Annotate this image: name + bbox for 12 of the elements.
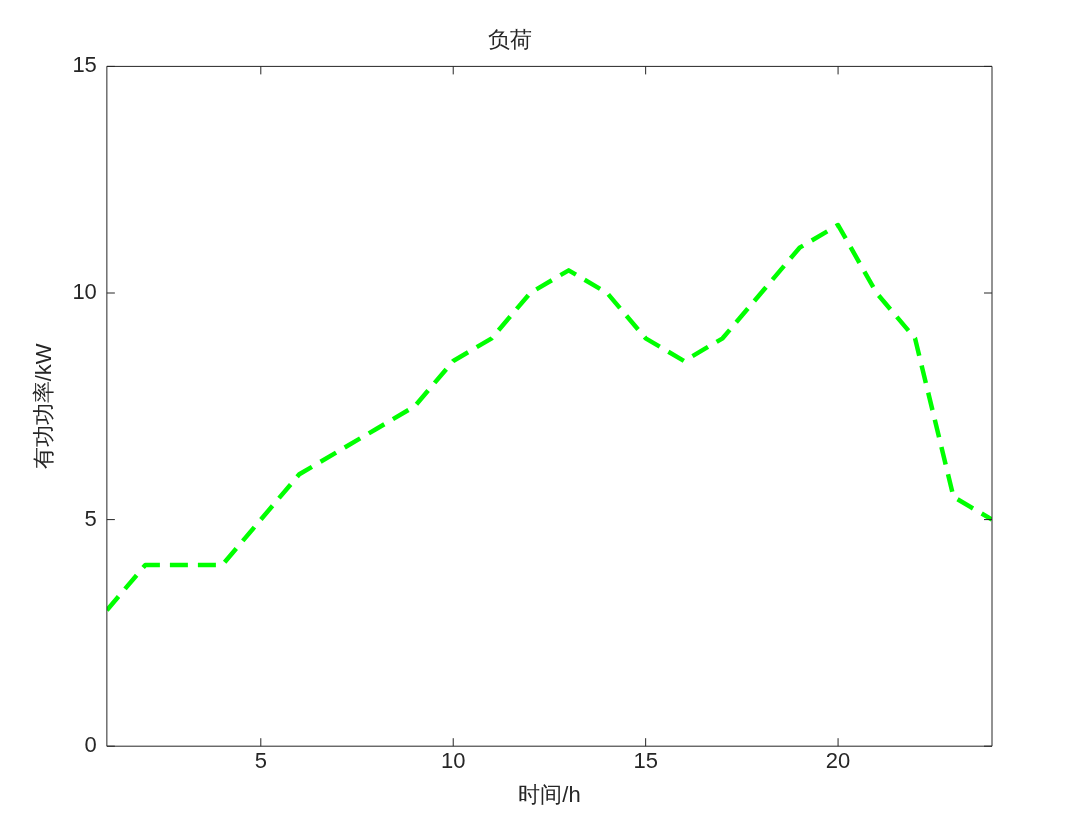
- x-axis-title: 时间/h: [518, 781, 581, 807]
- line-series: [106, 222, 992, 613]
- y-tick-label: 10: [72, 279, 97, 305]
- x-tick-label: 5: [254, 748, 267, 774]
- y-tick-label: 0: [84, 732, 97, 758]
- x-tick-label: 15: [633, 748, 658, 774]
- y-tick-label: 15: [72, 52, 97, 78]
- x-tick-label: 10: [440, 748, 466, 774]
- y-axis-title: 有功功率/kW: [31, 343, 57, 470]
- x-tick-label: 20: [825, 748, 851, 774]
- chart-title: 负荷: [488, 27, 532, 53]
- y-tick-label: 5: [84, 505, 97, 531]
